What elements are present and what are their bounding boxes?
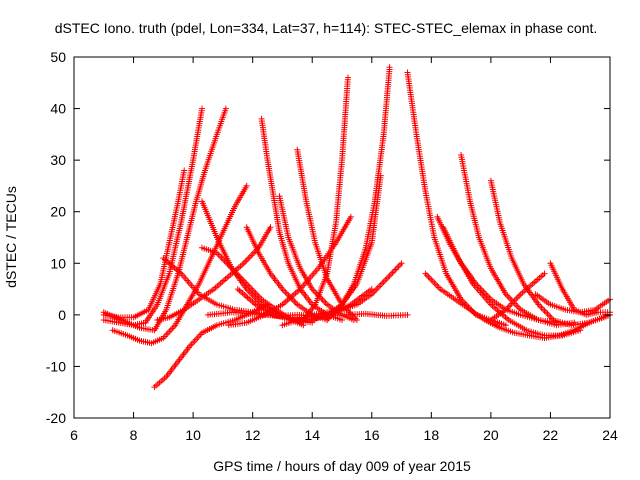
y-axis-label: dSTEC / TECUs — [3, 186, 19, 288]
series-markers — [100, 105, 205, 329]
chart-title: dSTEC Iono. truth (pdel, Lon=334, Lat=37… — [55, 20, 598, 36]
y-tick-label: -10 — [46, 358, 66, 374]
series-29 — [532, 291, 613, 316]
series-markers — [205, 309, 411, 320]
series-markers — [440, 224, 584, 339]
series-24 — [458, 152, 578, 329]
x-axis-label: GPS time / hours of day 009 of year 2015 — [213, 458, 471, 474]
series-markers — [258, 115, 345, 323]
x-tick-label: 18 — [424, 427, 440, 443]
series-markers — [100, 167, 188, 321]
x-tick-label: 6 — [70, 427, 78, 443]
x-tick-label: 20 — [483, 427, 499, 443]
series-1 — [100, 105, 205, 329]
x-tick-label: 10 — [185, 427, 201, 443]
plot-frame — [73, 56, 611, 419]
x-tick-label: 14 — [304, 427, 320, 443]
series-23 — [440, 224, 584, 339]
series-26 — [422, 270, 613, 342]
y-tick-label: 40 — [50, 101, 66, 117]
y-tick-label: 30 — [50, 152, 66, 168]
x-tick-label: 24 — [602, 427, 618, 443]
y-tick-label: 50 — [50, 49, 66, 65]
x-tick-label: 16 — [364, 427, 380, 443]
x-tick-label: 8 — [130, 427, 138, 443]
series-20 — [205, 309, 411, 320]
series-13 — [258, 115, 345, 323]
y-tick-label: 20 — [50, 204, 66, 220]
series-markers — [487, 270, 548, 323]
y-tick-label: -20 — [46, 410, 66, 426]
x-tick-label: 22 — [543, 427, 559, 443]
series-markers — [458, 152, 578, 329]
series-markers — [532, 291, 613, 316]
series-21 — [404, 69, 509, 329]
series-markers — [422, 270, 613, 342]
x-tick-label: 12 — [245, 427, 261, 443]
series-27 — [487, 270, 548, 323]
series-markers — [404, 69, 509, 329]
axis-ticks: 6 8 10 12 14 16 18 20 22 24 -20 -10 0 10 20 30 40 50 — [46, 49, 618, 443]
y-tick-label: 10 — [50, 255, 66, 271]
series-markers — [300, 74, 351, 323]
series-17 — [300, 74, 351, 323]
series-3 — [100, 167, 188, 321]
y-tick-label: 0 — [58, 307, 66, 323]
data-points — [100, 64, 613, 391]
